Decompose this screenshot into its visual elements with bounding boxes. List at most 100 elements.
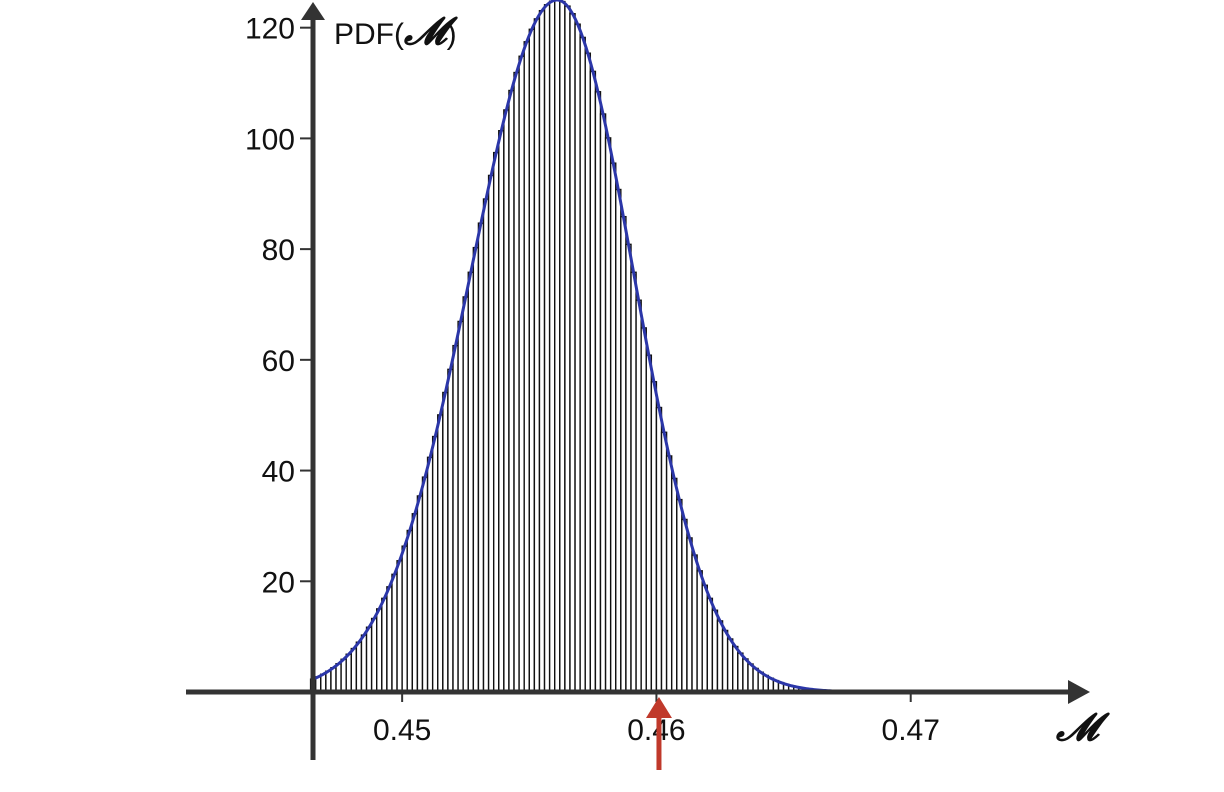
histogram-bar bbox=[660, 431, 668, 693]
histogram-bar bbox=[681, 518, 688, 693]
y-axis-title-suffix: ) bbox=[447, 18, 457, 51]
histogram-bar bbox=[564, 5, 571, 693]
histogram-bar bbox=[609, 162, 617, 693]
histogram-bar bbox=[462, 296, 469, 693]
histogram-bar bbox=[376, 608, 383, 693]
histogram-bar bbox=[599, 113, 607, 693]
histogram-bar bbox=[732, 645, 739, 693]
histogram-bar bbox=[492, 151, 500, 693]
histogram-bar bbox=[716, 620, 724, 693]
histogram-bar bbox=[569, 12, 576, 693]
histogram-bar bbox=[335, 663, 342, 693]
histogram-bar bbox=[498, 130, 505, 693]
histogram-bar bbox=[686, 537, 693, 693]
y-axis-title-prefix: PDF( bbox=[334, 18, 404, 51]
histogram-bar bbox=[737, 652, 744, 693]
axis-ticks: 20 40 60 80 100 120 0.45 0.46 0.47 bbox=[245, 13, 940, 747]
histogram-bar bbox=[625, 243, 632, 693]
histogram-bar bbox=[442, 391, 449, 693]
histogram-bar bbox=[447, 368, 454, 693]
x-tick-label: 0.46 bbox=[627, 714, 685, 747]
x-tick-label: 0.45 bbox=[373, 714, 431, 747]
histogram-bar bbox=[426, 456, 434, 693]
histogram-bar bbox=[752, 667, 759, 693]
histogram-bar bbox=[401, 545, 408, 693]
histogram-bar bbox=[676, 498, 683, 693]
histogram-bar bbox=[396, 560, 403, 693]
y-tick-label: 20 bbox=[262, 566, 295, 599]
histogram-bar bbox=[355, 641, 363, 693]
histogram-bar bbox=[370, 617, 378, 693]
histogram-bar bbox=[696, 570, 703, 693]
histogram-bar bbox=[726, 638, 734, 693]
histogram-bar bbox=[543, 4, 551, 693]
histogram-bar bbox=[345, 653, 352, 693]
histogram-bar bbox=[650, 381, 658, 693]
histogram-bar bbox=[477, 222, 485, 693]
histogram-bar bbox=[635, 299, 642, 693]
histogram-bar bbox=[559, 0, 566, 693]
histogram-bar bbox=[518, 55, 525, 693]
histogram-bar bbox=[381, 597, 388, 693]
histogram-bar bbox=[630, 271, 637, 693]
histogram-bar bbox=[574, 23, 581, 693]
histogram-bar bbox=[350, 647, 358, 693]
histogram-bar bbox=[615, 188, 622, 693]
histogram-bar bbox=[482, 198, 490, 693]
histogram-bar bbox=[721, 629, 729, 693]
histogram-bar bbox=[620, 215, 627, 693]
x-tick-label: 0.47 bbox=[882, 714, 940, 747]
histogram-bar bbox=[579, 36, 586, 693]
histogram-bar bbox=[472, 246, 480, 693]
histogram-bar bbox=[645, 354, 653, 693]
marker-arrow-head bbox=[645, 697, 672, 718]
histogram-bar bbox=[711, 609, 719, 693]
histogram-bar bbox=[320, 673, 327, 693]
histogram-bar bbox=[452, 344, 459, 693]
histogram-bar bbox=[508, 89, 515, 693]
histogram-bar bbox=[594, 91, 602, 693]
y-tick-label: 120 bbox=[245, 13, 295, 46]
histogram-bar bbox=[665, 455, 673, 693]
histogram-bar bbox=[584, 52, 592, 693]
histogram-bar bbox=[360, 634, 368, 693]
histogram-bar bbox=[386, 586, 393, 693]
histogram-bar bbox=[533, 18, 541, 693]
histogram-bar bbox=[416, 495, 424, 693]
histogram-bar bbox=[487, 174, 495, 693]
histogram-bar bbox=[528, 28, 536, 693]
histogram-bar bbox=[330, 667, 337, 693]
histogram-bar bbox=[554, 0, 561, 693]
histogram-bar bbox=[701, 584, 708, 693]
histogram-bar bbox=[411, 513, 419, 693]
histogram-bar bbox=[467, 271, 475, 693]
histogram-bar bbox=[365, 626, 373, 693]
histogram-bar bbox=[747, 663, 754, 693]
histogram-bar bbox=[523, 41, 530, 693]
y-tick-label: 80 bbox=[262, 234, 295, 267]
histogram-bar bbox=[548, 0, 556, 693]
y-tick-label: 40 bbox=[262, 456, 295, 489]
histogram-bar bbox=[742, 658, 749, 693]
histogram-bar bbox=[340, 658, 347, 693]
y-axis-title: PDF(𝓜) bbox=[334, 11, 458, 53]
histogram-bar bbox=[406, 529, 414, 693]
histogram-bar bbox=[503, 109, 510, 693]
x-axis-arrowhead bbox=[1068, 680, 1090, 704]
histogram-bar bbox=[670, 477, 678, 693]
fit-curve-line bbox=[312, 0, 886, 694]
histogram-bar bbox=[457, 320, 464, 693]
histogram-bar bbox=[691, 554, 698, 693]
y-tick-label: 60 bbox=[262, 345, 295, 378]
histogram-bar bbox=[538, 9, 546, 693]
histogram-bar bbox=[431, 435, 439, 693]
histogram-bar bbox=[640, 327, 647, 693]
y-axis-arrowhead bbox=[301, 2, 325, 20]
histogram-bar bbox=[589, 70, 597, 693]
histogram-bar bbox=[391, 573, 398, 693]
histogram-bar bbox=[513, 71, 520, 693]
histogram-bar bbox=[421, 476, 429, 693]
histogram-bar bbox=[437, 414, 444, 693]
value-marker-arrow bbox=[645, 697, 672, 770]
